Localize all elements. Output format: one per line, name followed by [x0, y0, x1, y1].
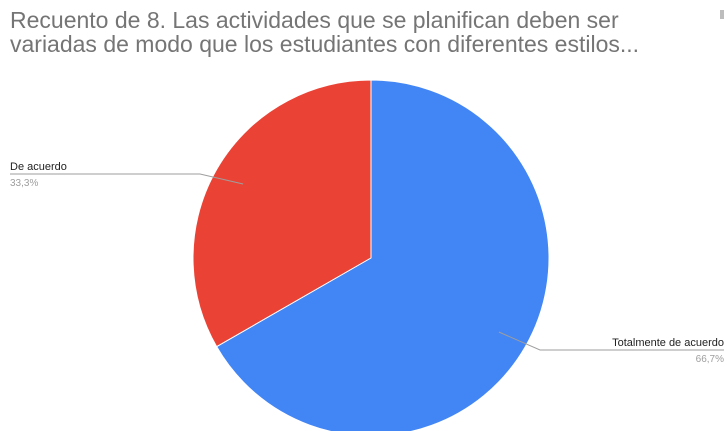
slice-label-0: De acuerdo: [10, 161, 67, 173]
chart-title-line-2: variadas de modo que los estudiantes con…: [10, 31, 640, 57]
pie-slices: [192, 79, 550, 431]
leader-lines: [10, 173, 724, 351]
slice-label-1: Totalmente de acuerdo: [612, 337, 724, 349]
pie-slice-0[interactable]: [192, 79, 372, 348]
pie-slice-1[interactable]: [215, 79, 550, 431]
slice-percentage-1: 66,7%: [696, 354, 724, 365]
leader-line-1: [498, 331, 724, 351]
leader-line-0: [10, 173, 244, 185]
chart-title: Recuento de 8. Las actividades que se pl…: [10, 8, 715, 56]
chart-title-line-1: Recuento de 8. Las actividades que se pl…: [10, 7, 619, 33]
corner-mark: [720, 10, 724, 19]
slice-percentage-0: 33,3%: [10, 178, 38, 189]
slice-labels: De acuerdo 33,3% Totalmente de acuerdo 66,7…: [10, 161, 724, 365]
